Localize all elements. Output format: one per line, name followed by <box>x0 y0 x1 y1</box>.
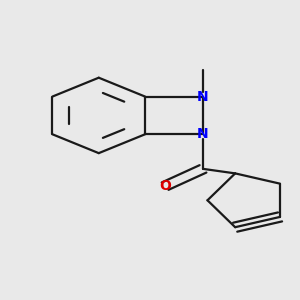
Text: O: O <box>159 179 171 193</box>
Text: N: N <box>197 90 209 104</box>
Text: N: N <box>196 127 208 141</box>
